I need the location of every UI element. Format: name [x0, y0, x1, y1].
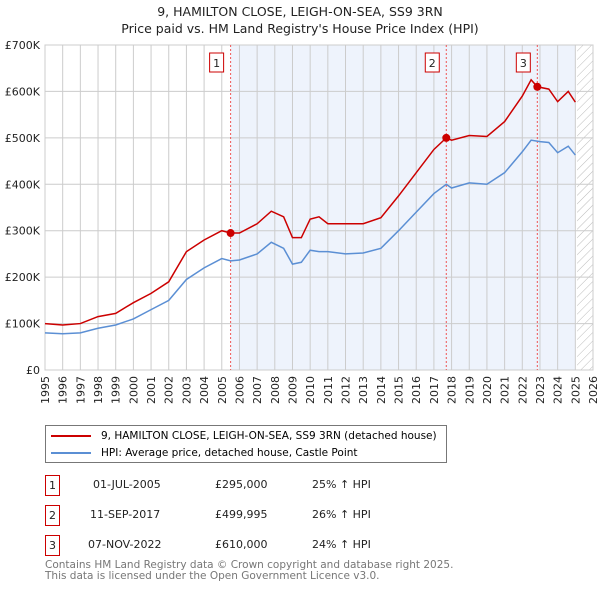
- x-tick-label: 1995: [39, 376, 52, 404]
- x-tick-label: 2020: [481, 376, 494, 404]
- legend-red-line: [51, 435, 91, 437]
- y-tick-label: £300K: [5, 225, 41, 238]
- sale-point: [226, 229, 235, 238]
- sale-marker-label: 2: [429, 57, 436, 70]
- y-tick-label: £100K: [5, 318, 41, 331]
- sale-hpi: 25% ↑ HPI: [312, 478, 371, 491]
- sale-marker-label: 1: [45, 475, 60, 496]
- shaded-region: [230, 45, 576, 370]
- y-tick-label: £0: [26, 364, 40, 377]
- y-tick-label: £200K: [5, 271, 41, 284]
- sale-price: £610,000: [215, 538, 268, 551]
- sale-marker-box: [424, 52, 440, 73]
- x-tick-label: 2003: [180, 376, 193, 404]
- x-tick-label: 2023: [534, 376, 547, 404]
- x-tick-label: 2011: [322, 376, 335, 404]
- x-tick-label: 2024: [552, 376, 565, 404]
- x-tick-label: 2021: [499, 376, 512, 404]
- x-tick-label: 2002: [163, 376, 176, 404]
- sale-point: [533, 82, 542, 91]
- x-tick-label: 1997: [74, 376, 87, 404]
- x-tick-label: 2016: [410, 376, 423, 404]
- x-tick-label: 2018: [446, 376, 459, 404]
- sale-marker-label: 1: [213, 57, 220, 70]
- sale-price: £499,995: [215, 508, 268, 521]
- x-tick-label: 2008: [269, 376, 282, 404]
- sale-hpi: 26% ↑ HPI: [312, 508, 371, 521]
- sale-marker-box: [515, 52, 531, 73]
- footer: Contains HM Land Registry data © Crown c…: [45, 560, 453, 582]
- x-tick-label: 2001: [145, 376, 158, 404]
- x-tick-label: 2022: [516, 376, 529, 404]
- legend-label-hpi: HPI: Average price, detached house, Cast…: [101, 447, 358, 459]
- footer-line-1: Contains HM Land Registry data © Crown c…: [45, 559, 454, 571]
- x-tick-label: 2000: [127, 376, 140, 404]
- sale-marker-box: [209, 52, 225, 73]
- sale-marker-label: 3: [45, 535, 60, 556]
- y-tick-label: £700K: [5, 39, 41, 52]
- x-tick-label: 2007: [251, 376, 264, 404]
- x-tick-label: 2009: [286, 376, 299, 404]
- x-tick-label: 2010: [304, 376, 317, 404]
- plot-area: 1995 1996 1997 1998 1999 2000 2001 2002 2003 2004…: [5, 39, 600, 404]
- plot-border: [44, 44, 594, 371]
- legend-label-property: 9, HAMILTON CLOSE, LEIGH-ON-SEA, SS9 3RN…: [101, 430, 437, 442]
- legend: 9, HAMILTON CLOSE, LEIGH-ON-SEA, SS9 3RN…: [45, 425, 447, 463]
- sale-row-2: 2 11-SEP-2017 £499,995 26% ↑ HPI: [45, 505, 465, 526]
- footer-line-2: This data is licensed under the Open Gov…: [45, 570, 380, 582]
- y-tick-label: £600K: [5, 85, 41, 98]
- x-tick-label: 2026: [587, 376, 600, 404]
- chart-subtitle: Price paid vs. HM Land Registry's House …: [121, 21, 479, 36]
- x-tick-label: 2015: [393, 376, 406, 404]
- x-tick-label: 1999: [110, 376, 123, 404]
- sale-date: 07-NOV-2022: [88, 538, 162, 551]
- y-tick-label: £500K: [5, 132, 41, 145]
- x-tick-label: 2005: [216, 376, 229, 404]
- chart-title: 9, HAMILTON CLOSE, LEIGH-ON-SEA, SS9 3RN: [157, 4, 443, 19]
- x-tick-label: 2014: [375, 376, 388, 404]
- x-tick-label: 2019: [463, 376, 476, 404]
- sale-date: 11-SEP-2017: [90, 508, 161, 521]
- sale-row-1: 1 01-JUL-2005 £295,000 25% ↑ HPI: [45, 475, 465, 496]
- x-tick-label: 2012: [340, 376, 353, 404]
- x-tick-label: 2004: [198, 376, 211, 404]
- sale-date: 01-JUL-2005: [93, 478, 161, 491]
- hpi-line: [44, 139, 576, 335]
- sale-price: £295,000: [215, 478, 268, 491]
- legend-blue-line: [51, 452, 91, 454]
- x-tick-label: 2025: [569, 376, 582, 404]
- sale-hpi: 24% ↑ HPI: [312, 538, 371, 551]
- x-tick-label: 2006: [233, 376, 246, 404]
- property-line: [44, 78, 576, 326]
- sale-marker-label: 2: [45, 505, 60, 526]
- forecast-hatch: [577, 45, 593, 370]
- sale-row-3: 3 07-NOV-2022 £610,000 24% ↑ HPI: [45, 535, 465, 556]
- x-tick-label: 1998: [92, 376, 105, 404]
- x-tick-label: 2013: [357, 376, 370, 404]
- x-tick-label: 2017: [428, 376, 441, 404]
- sale-marker-label: 3: [520, 57, 527, 70]
- x-tick-label: 1996: [57, 376, 70, 404]
- sale-point: [442, 133, 451, 142]
- y-tick-label: £400K: [5, 178, 41, 191]
